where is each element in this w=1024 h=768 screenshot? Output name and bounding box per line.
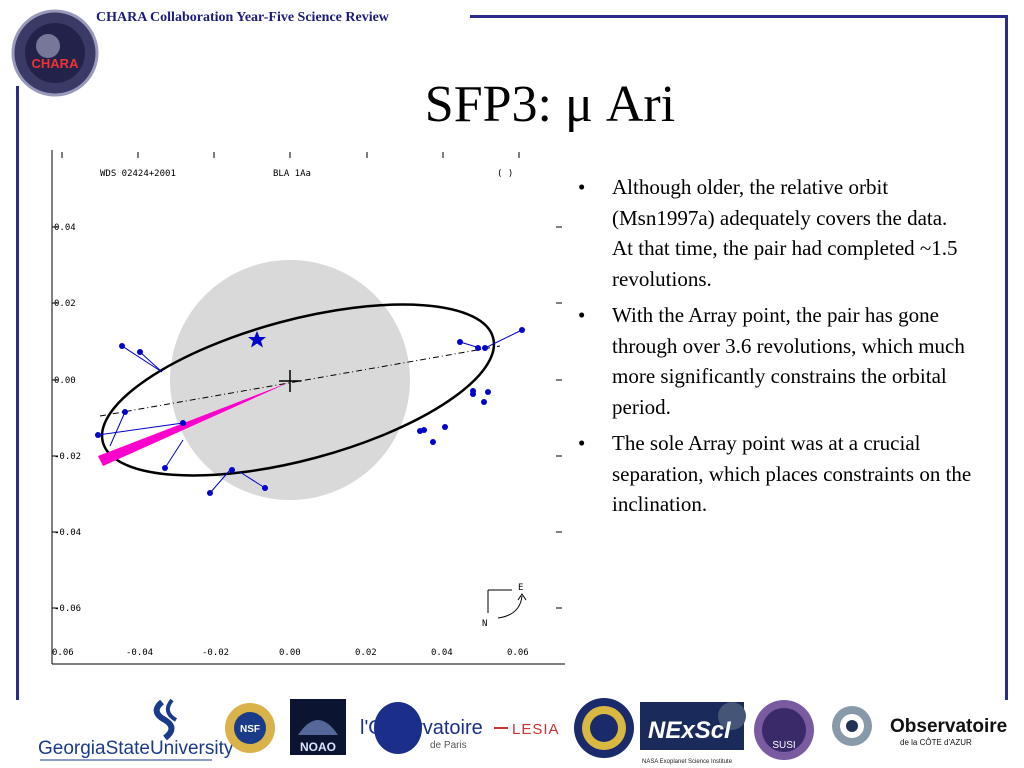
university-seal-logo <box>574 698 634 758</box>
obs-point <box>162 465 168 471</box>
obs-point <box>482 345 488 351</box>
observation-points <box>95 327 525 496</box>
nexsci-sub-text: NASA Exoplanet Science Institute <box>642 759 733 765</box>
x-tick-label: -0.04 <box>126 648 153 658</box>
top-ticks <box>61 152 520 158</box>
compass-n-label: N <box>482 619 487 629</box>
x-tick-label: 0.00 <box>279 648 301 658</box>
left-ticks <box>52 226 58 609</box>
y-tick-label: -0.06 <box>54 604 81 614</box>
oca-logo-text: Observatoire <box>890 716 1007 737</box>
y-tick-label: 0.04 <box>54 223 76 233</box>
x-tick-label: 0.06 <box>507 648 529 658</box>
compass-e-label: E <box>518 583 523 593</box>
obs-point <box>442 424 448 430</box>
lesia-logo-text: LESIA <box>512 721 560 738</box>
frame-right-line <box>1005 15 1008 700</box>
susi-logo-text: SUSI <box>772 740 795 751</box>
right-ticks <box>556 226 562 609</box>
obs-point <box>180 420 186 426</box>
lesia-logo: LESIA <box>494 721 560 738</box>
plot-label-wds: WDS 02424+2001 <box>100 169 176 179</box>
bullet-text: Although older, the relative orbit (Msn1… <box>612 175 958 291</box>
observatoire-paris-logo: l'Observatoire de Paris <box>360 702 483 754</box>
gsu-logo: GeorgiaStateUniversity <box>38 698 234 761</box>
slide-title: SFP3: μ Ari <box>424 76 676 133</box>
header-title: CHARA Collaboration Year-Five Science Re… <box>96 10 389 25</box>
obs-point <box>262 485 268 491</box>
susi-logo: SUSI <box>754 700 814 760</box>
bullet-text: With the Array point, the pair has gone … <box>612 303 965 419</box>
nsf-logo: NSF <box>225 703 275 753</box>
plot-label-paren: ( ) <box>497 169 513 179</box>
obs-point <box>485 389 491 395</box>
obs-point <box>475 345 481 351</box>
bullet-item: • The sole Array point was at a crucial s… <box>578 431 972 516</box>
periastron-wedge <box>98 382 290 466</box>
bullet-item: • With the Array point, the pair has gone… <box>578 303 965 419</box>
y-tick-label: 0.00 <box>54 376 76 386</box>
plot-label-bla: BLA 1Aa <box>273 169 311 179</box>
obs-point <box>95 432 101 438</box>
y-tick-label: 0.02 <box>54 299 76 309</box>
nsf-logo-text: NSF <box>240 724 260 735</box>
obs-paris-sub-text: de Paris <box>430 740 467 751</box>
noao-logo: NOAO <box>290 699 346 755</box>
array-point-star <box>248 331 266 348</box>
orbit-plot: WDS 02424+2001 BLA 1Aa ( ) 0.04 0.02 0.0… <box>51 150 565 665</box>
obs-paris-text: l'Observatoire <box>360 717 483 739</box>
obs-point <box>137 349 143 355</box>
obs-point <box>519 327 525 333</box>
bullet-item: • Although older, the relative orbit (Msn… <box>578 175 958 291</box>
observatoire-cote-azur-logo: Observatoire de la CÔTE d'AZUR <box>890 716 1007 747</box>
frame-left-line <box>16 86 19 700</box>
bullet-list: • Although older, the relative orbit (Msn… <box>572 172 972 526</box>
obs-point <box>122 409 128 415</box>
bullet-text: The sole Array point was at a crucial se… <box>612 431 972 516</box>
x-tick-label: 0.06 <box>52 648 74 658</box>
footer-logo-bar: GeorgiaStateUniversity NSF NOAO l'Observ… <box>38 698 1007 765</box>
obs-point <box>119 343 125 349</box>
obs-point <box>421 427 427 433</box>
frame-top-line <box>470 15 1008 18</box>
noao-logo-text: NOAO <box>300 740 336 754</box>
obs-point <box>430 439 436 445</box>
obs-point <box>481 399 487 405</box>
line-of-nodes <box>99 345 501 417</box>
primary-star-marker <box>279 370 301 392</box>
chara-logo: CHARA <box>11 9 99 97</box>
obs-point <box>229 467 235 473</box>
compass-icon <box>487 589 527 619</box>
gsu-logo-text: GeorgiaStateUniversity <box>38 738 234 759</box>
oca-sub-text: de la CÔTE d'AZUR <box>900 738 972 747</box>
y-tick-label: -0.02 <box>54 452 81 462</box>
x-tick-label: -0.02 <box>202 648 229 658</box>
x-tick-label: 0.02 <box>355 648 377 658</box>
swirl-logo <box>832 706 872 746</box>
obs-point <box>207 490 213 496</box>
x-tick-label: 0.04 <box>431 648 453 658</box>
obs-point <box>470 388 476 394</box>
obs-point <box>457 339 463 345</box>
orbit-ellipse <box>100 303 496 477</box>
nexsci-logo-text: NExScI <box>648 717 732 744</box>
y-tick-label: -0.04 <box>54 528 81 538</box>
chara-logo-text: CHARA <box>32 56 80 71</box>
nexsci-logo: NExScI NASA Exoplanet Science Institute <box>640 702 746 765</box>
